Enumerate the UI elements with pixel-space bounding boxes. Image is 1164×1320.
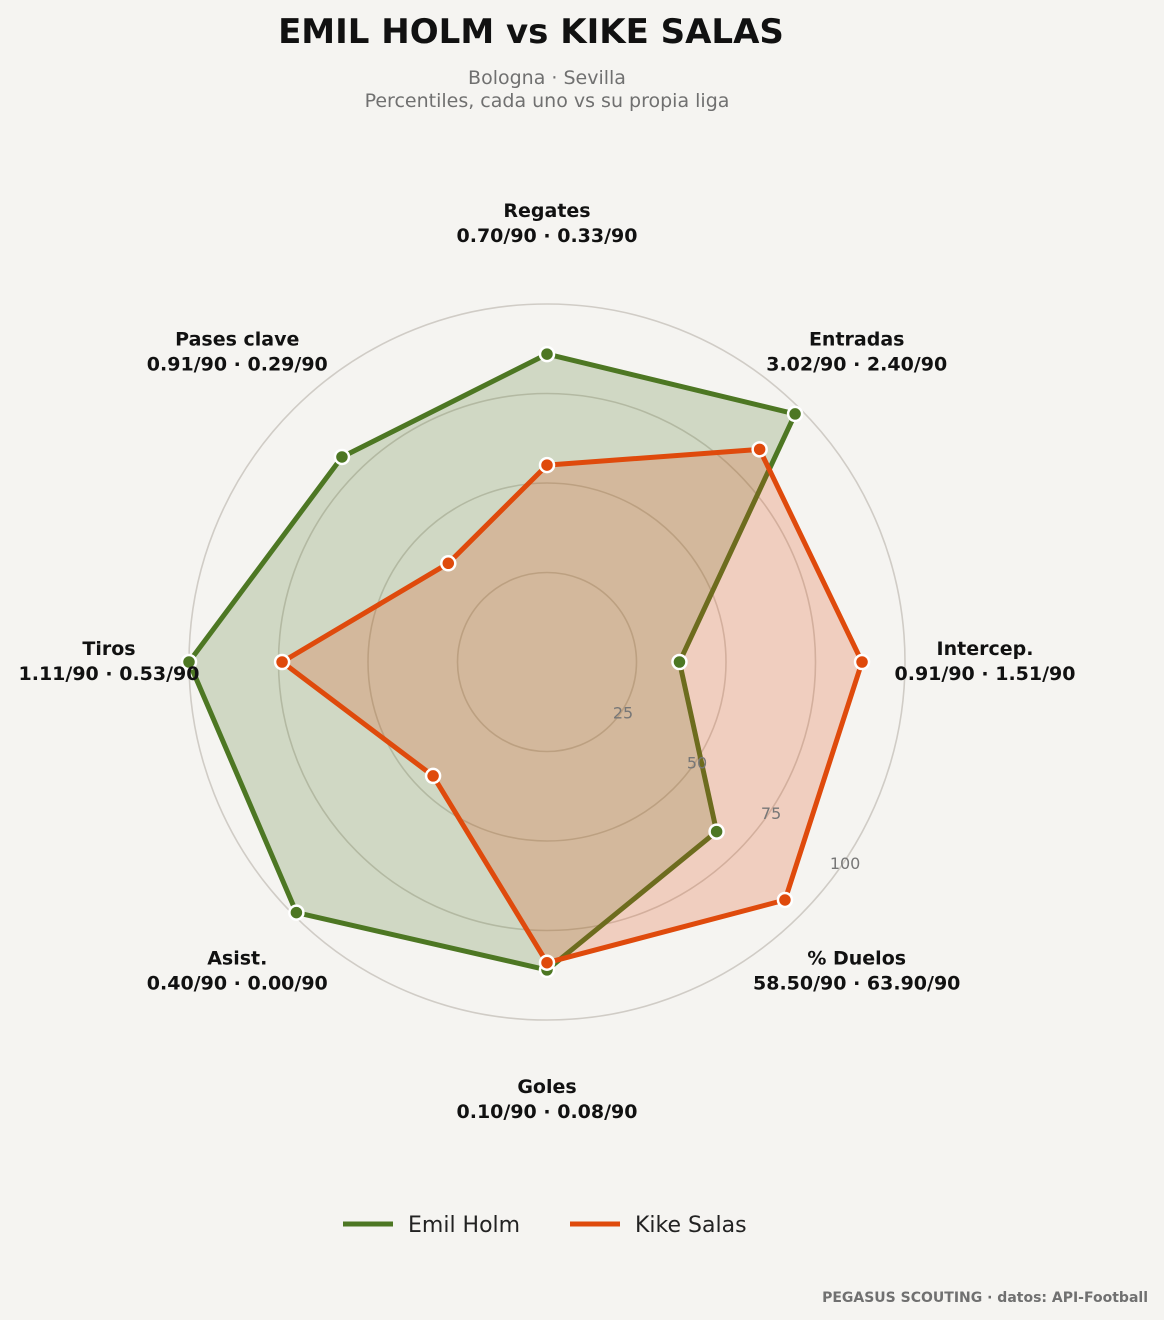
grid-circle-25 (456, 571, 638, 753)
axis-label-duelos: % Duelos (807, 948, 906, 970)
radial-tick-25: 25 (613, 703, 633, 722)
axis-values-pases-clave: 0.91/90 · 0.29/90 (147, 353, 328, 375)
axis-values-duelos: 58.50/90 · 63.90/90 (753, 973, 960, 995)
axis-values-goles: 0.10/90 · 0.08/90 (457, 1101, 638, 1123)
radar-series (180, 345, 871, 979)
kike-salas-point-4 (538, 954, 556, 971)
legend-label-emil-holm: Emil Holm (408, 1213, 520, 1238)
kike-salas-point-3 (776, 891, 794, 909)
axis-labels: Regates 0.70/90 · 0.33/90 Entradas 3.02/90 … (19, 200, 1076, 1123)
emil-holm-point-1 (786, 405, 804, 423)
axis-values-regates: 0.70/90 · 0.33/90 (457, 225, 638, 247)
axis-values-entradas: 3.02/90 · 2.40/90 (766, 353, 947, 375)
footer-credit: PEGASUS SCOUTING · datos: API-Football (822, 1290, 1148, 1306)
radial-tick-labels: 25 50 75 100 (613, 703, 861, 873)
axis-label-regates: Regates (503, 200, 590, 222)
chart-subtitle-description: Percentiles, cada uno vs su propia liga (365, 90, 730, 112)
axis-label-asist: Asist. (207, 948, 267, 970)
kike-salas-point-0 (538, 456, 556, 474)
emil-holm-point-0 (538, 345, 556, 363)
chart-subtitle-teams: Bologna · Sevilla (468, 67, 626, 89)
chart-title: EMIL HOLM vs KIKE SALAS (278, 12, 784, 52)
emil-holm-point-7 (333, 448, 351, 466)
legend-label-kike-salas: Kike Salas (635, 1213, 747, 1238)
kike-salas-point-5 (424, 767, 442, 785)
axis-values-tiros: 1.11/90 · 0.53/90 (19, 663, 200, 685)
emil-holm-point-3 (708, 823, 725, 840)
grid-circle-50 (367, 482, 727, 842)
emil-holm-point-5 (288, 904, 305, 921)
kike-salas-point-6 (273, 653, 291, 671)
axis-label-intercep: Intercep. (937, 638, 1034, 660)
axis-label-goles: Goles (517, 1076, 576, 1098)
axis-label-entradas: Entradas (809, 328, 905, 350)
axis-values-asist: 0.40/90 · 0.00/90 (147, 973, 328, 995)
kike-salas-point-2 (853, 653, 871, 671)
kike-salas-point-1 (751, 441, 768, 458)
radial-tick-75: 75 (761, 804, 781, 823)
emil-holm-point-2 (671, 653, 688, 671)
axis-label-tiros: Tiros (82, 638, 135, 660)
radial-tick-50: 50 (687, 754, 707, 773)
emil-holm-area (189, 354, 796, 970)
axis-label-pases-clave: Pases clave (175, 328, 299, 350)
emil-holm-point-6 (180, 653, 198, 671)
legend: Emil Holm Kike Salas (343, 1213, 747, 1238)
radial-tick-100: 100 (830, 854, 861, 873)
kike-salas-point-7 (440, 555, 457, 572)
axis-values-intercep: 0.91/90 · 1.51/90 (895, 663, 1076, 685)
